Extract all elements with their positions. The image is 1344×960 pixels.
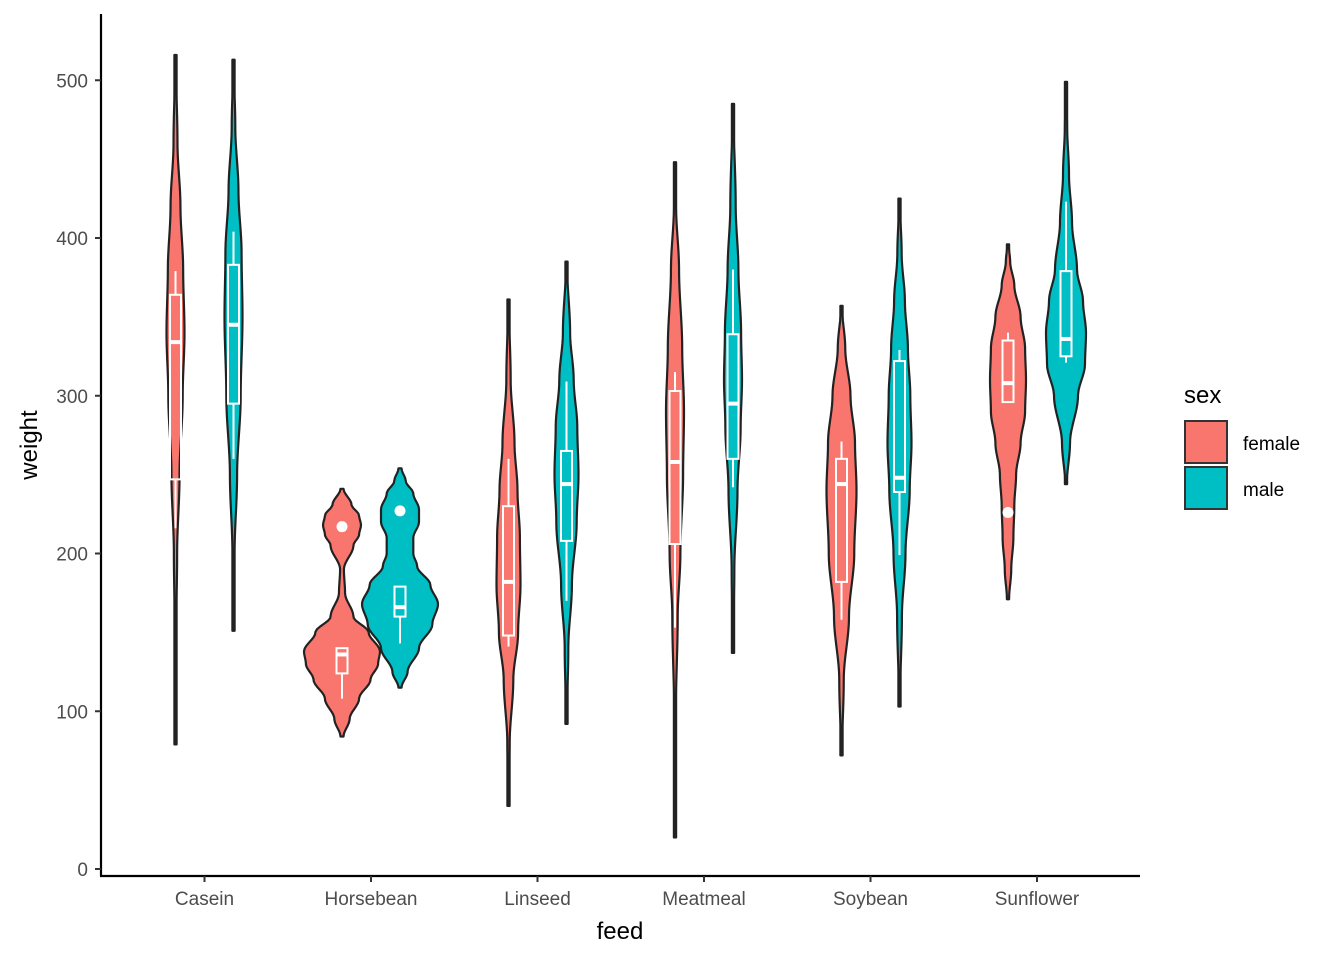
box-female-meatmeal xyxy=(668,390,682,546)
y-tick-label-100: 100 xyxy=(56,702,88,723)
y-tick-label-300: 300 xyxy=(56,387,88,408)
x-tick-label-meatmeal: Meatmeal xyxy=(662,889,745,910)
legend-key-female xyxy=(1184,420,1228,464)
x-tick-label-casein: Casein xyxy=(175,889,234,910)
violin-female-soybean xyxy=(825,304,858,757)
outlier-female-sunflower-0 xyxy=(1002,506,1014,518)
box-male-meatmeal xyxy=(726,333,740,460)
x-tick-label-sunflower: Sunflower xyxy=(995,889,1080,910)
y-tick-label-0: 0 xyxy=(77,860,88,881)
box-female-horsebean xyxy=(335,647,349,675)
legend-title: sex xyxy=(1184,382,1221,409)
box-male-soybean xyxy=(893,360,906,493)
violin-male-soybean xyxy=(886,197,913,708)
violin-male-horsebean xyxy=(360,467,440,689)
x-tick-label-soybean: Soybean xyxy=(833,889,908,910)
outlier-male-horsebean-0 xyxy=(394,505,406,517)
box-male-linseed xyxy=(560,449,573,542)
violin-female-horsebean xyxy=(302,487,382,738)
legend-label-female: female xyxy=(1243,434,1300,455)
violin-female-sunflower xyxy=(988,243,1028,601)
box-female-soybean xyxy=(835,457,848,583)
box-male-horsebean xyxy=(393,585,407,618)
violin-male-meatmeal xyxy=(722,102,744,654)
box-female-casein xyxy=(169,293,182,481)
y-tick-label-200: 200 xyxy=(56,545,88,566)
legend-label-male: male xyxy=(1243,480,1284,501)
x-tick-label-linseed: Linseed xyxy=(504,889,571,910)
x-tick-label-horsebean: Horsebean xyxy=(325,889,418,910)
x-axis-ticks: Casein Horsebean Linseed Meatmeal Soybean Sun… xyxy=(175,876,1080,910)
violin-male-sunflower xyxy=(1044,80,1088,486)
outlier-female-horsebean-0 xyxy=(336,521,348,533)
violin-female-linseed xyxy=(495,298,522,807)
box-female-sunflower xyxy=(1001,339,1015,404)
violin-male-linseed xyxy=(553,260,580,725)
y-axis-title: weight xyxy=(16,410,43,481)
y-tick-label-400: 400 xyxy=(56,229,88,250)
violin-female-meatmeal xyxy=(664,161,686,839)
legend-key-male xyxy=(1184,466,1228,510)
violin-male-casein xyxy=(223,58,244,632)
boxplots-layer xyxy=(169,201,1073,699)
box-female-linseed xyxy=(502,505,515,637)
violins-layer xyxy=(165,53,1088,839)
y-tick-label-500: 500 xyxy=(56,71,88,92)
legend: sex female male xyxy=(1184,382,1300,510)
y-axis-ticks: 0 100 200 300 400 500 xyxy=(56,71,101,881)
x-axis-title: feed xyxy=(597,918,644,945)
box-male-casein xyxy=(227,263,240,405)
violin-female-casein xyxy=(165,53,186,746)
box-male-sunflower xyxy=(1059,270,1073,358)
